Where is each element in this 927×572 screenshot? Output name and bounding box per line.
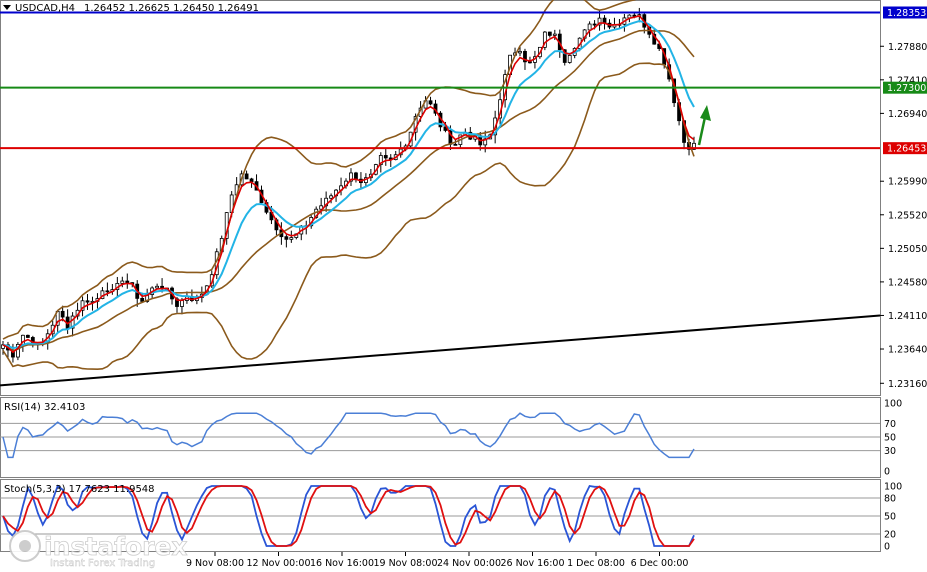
bollinger-upper: [2, 0, 637, 340]
time-label: 24 Nov 00:00: [437, 558, 501, 569]
candle-body: [105, 290, 110, 293]
trendline: [0, 314, 881, 387]
price-axis: 1.27880 1.27410 1.26940 1.25990 1.25520 1.250…: [880, 42, 927, 390]
candle-body: [180, 300, 184, 307]
level-tag-label: 1.27300: [887, 83, 926, 94]
candle-body: [25, 334, 30, 338]
candle-body: [567, 55, 572, 63]
bollinger-middle: [2, 29, 695, 352]
candle-body: [16, 343, 20, 358]
level-tags: 1.28353 1.27300 1.26453: [883, 6, 927, 155]
candle-body: [632, 14, 637, 17]
time-axis: 9 Nov 08:00 12 Nov 00:00 16 Nov 16:00 19 No…: [186, 552, 688, 569]
candle-body: [249, 178, 254, 183]
stoch-tick-label: 20: [884, 530, 896, 541]
candle-body: [155, 285, 160, 289]
instaforex-logo: instaforex Instant Forex Trading: [9, 530, 188, 569]
candle-body: [120, 280, 125, 284]
rsi-label: RSI(14) 32.4103: [4, 402, 85, 413]
candle-body: [378, 155, 383, 165]
level-tag: [883, 81, 927, 94]
price-tick-label: 1.25050: [888, 244, 927, 255]
rsi-tick-label: 70: [884, 419, 896, 430]
price-tick-label: 1.23160: [888, 379, 927, 390]
candle-body: [60, 310, 65, 318]
candle-body: [547, 31, 552, 36]
candle-body: [523, 50, 527, 63]
dropdown-triangle-icon[interactable]: [3, 5, 11, 10]
candle-body: [542, 31, 547, 48]
price-tick-label: 1.25990: [888, 177, 927, 188]
candle-body: [349, 172, 353, 182]
candle-body: [528, 61, 532, 64]
rsi-tick-label: 30: [884, 446, 896, 457]
time-label: 26 Nov 16:00: [500, 558, 564, 569]
stoch-tick-label: 80: [884, 494, 896, 505]
level-tag-label: 1.28353: [887, 8, 926, 19]
price-tick-label: 1.25520: [888, 210, 927, 221]
price-tick-label: 1.24580: [888, 277, 927, 288]
symbol-label: USDCAD,H4: [15, 3, 75, 14]
stoch-tick-label: 50: [884, 512, 896, 523]
candle-body: [329, 195, 334, 199]
candle-body: [428, 100, 433, 105]
rsi-tick-label: 100: [884, 399, 902, 410]
rsi-tick-label: 50: [884, 433, 896, 444]
candle-body: [518, 50, 522, 54]
candle-body: [289, 237, 294, 240]
candle-body: [453, 143, 458, 146]
level-tag: [883, 142, 927, 155]
candle-body: [692, 142, 696, 150]
ema-fast-line: [2, 15, 695, 354]
candle-body: [354, 172, 358, 180]
tagline-text: Instant Forex Trading: [50, 558, 155, 569]
time-label: 16 Nov 16:00: [310, 558, 374, 569]
level-tag-label: 1.26453: [887, 144, 926, 155]
candle-body: [319, 205, 324, 210]
main-pane: [0, 0, 881, 396]
horizontal-levels: [0, 11, 880, 150]
candle-body: [85, 300, 90, 303]
stoch-tick-label: 100: [884, 482, 902, 493]
stoch-tick-label: 0: [884, 542, 890, 553]
candle-body: [552, 33, 557, 36]
candle-body: [140, 297, 145, 302]
candle-body: [244, 173, 249, 180]
candle-body: [587, 23, 592, 31]
stoch-label: Stoch(5,3,3) 17.7623 11.9548: [4, 484, 155, 495]
candle-body: [284, 236, 289, 240]
candle-body: [70, 315, 75, 329]
bollinger-lower: [2, 62, 695, 371]
candle-body: [125, 280, 130, 284]
up-arrow-icon: [697, 105, 711, 146]
rsi-indicator: 100 70 50 30 0: [0, 399, 902, 478]
time-label: 19 Nov 08:00: [373, 558, 437, 569]
ema-slow-line: [2, 19, 695, 350]
candle-body: [80, 300, 85, 311]
brand-text: instaforex: [44, 532, 188, 561]
time-label: 1 Dec 08:00: [567, 558, 625, 569]
time-label: 6 Dec 00:00: [631, 558, 689, 569]
ohlc-values: 1.26452 1.26625 1.26450 1.26491: [84, 3, 259, 14]
price-tick-label: 1.27880: [888, 42, 927, 53]
time-label: 12 Nov 00:00: [246, 558, 310, 569]
price-tick-label: 1.27410: [888, 75, 927, 86]
candle-body: [592, 23, 597, 26]
candle-body: [562, 49, 567, 63]
level-tag: [883, 6, 927, 19]
rsi-line: [2, 412, 695, 459]
price-tick-label: 1.26940: [888, 109, 927, 120]
candle-body: [597, 17, 602, 26]
moving-averages: [2, 15, 695, 354]
stoch-d-line: [2, 485, 695, 547]
rsi-tick-label: 0: [884, 467, 890, 478]
bollinger-bands: [2, 0, 695, 371]
price-tick-label: 1.23640: [888, 345, 927, 356]
candle-body: [383, 155, 388, 159]
time-label: 9 Nov 08:00: [186, 558, 244, 569]
price-tick-label: 1.24110: [888, 311, 927, 322]
